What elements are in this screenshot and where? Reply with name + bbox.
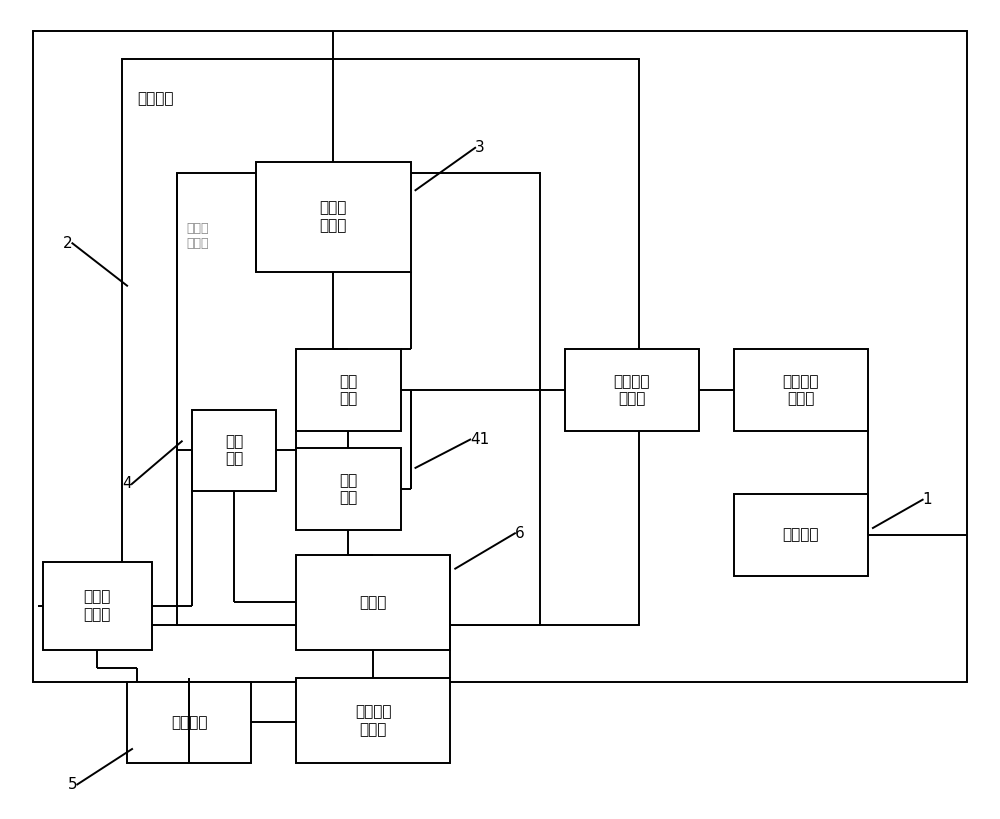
- Bar: [256, 162, 411, 272]
- Text: 第二
电阴: 第二 电阴: [339, 373, 357, 406]
- Text: 第一
电阴: 第一 电阴: [225, 434, 243, 466]
- Bar: [127, 682, 251, 763]
- Bar: [33, 31, 967, 682]
- Text: 6: 6: [515, 526, 525, 541]
- Bar: [177, 173, 540, 625]
- Text: 双向激发
二极管: 双向激发 二极管: [614, 373, 650, 406]
- Bar: [122, 59, 639, 625]
- Text: 3: 3: [475, 140, 485, 156]
- Text: 2: 2: [63, 236, 72, 251]
- Text: 1: 1: [923, 492, 932, 507]
- Text: 双向可控
硅电路: 双向可控 硅电路: [783, 373, 819, 406]
- Text: 温控
开关: 温控 开关: [339, 473, 357, 505]
- Bar: [43, 562, 152, 650]
- Bar: [734, 495, 868, 576]
- Text: 整流降
压电路: 整流降 压电路: [84, 590, 111, 622]
- Text: 过温保
护电路: 过温保 护电路: [187, 222, 209, 250]
- Text: 4: 4: [122, 477, 132, 491]
- Text: 控制电路: 控制电路: [137, 91, 174, 106]
- Bar: [565, 350, 699, 431]
- Text: 继电器驱
动电路: 继电器驱 动电路: [355, 704, 391, 737]
- Text: 功率调
节电路: 功率调 节电路: [320, 201, 347, 233]
- Bar: [296, 678, 450, 763]
- Text: 定时电路: 定时电路: [171, 715, 207, 730]
- Bar: [296, 449, 401, 530]
- Text: 5: 5: [68, 777, 77, 792]
- Bar: [734, 350, 868, 431]
- Bar: [296, 554, 450, 650]
- Text: 加热线圈: 加热线圈: [783, 527, 819, 542]
- Text: 41: 41: [470, 432, 489, 447]
- Bar: [296, 350, 401, 431]
- Bar: [192, 410, 276, 491]
- Text: 继电器: 继电器: [360, 595, 387, 610]
